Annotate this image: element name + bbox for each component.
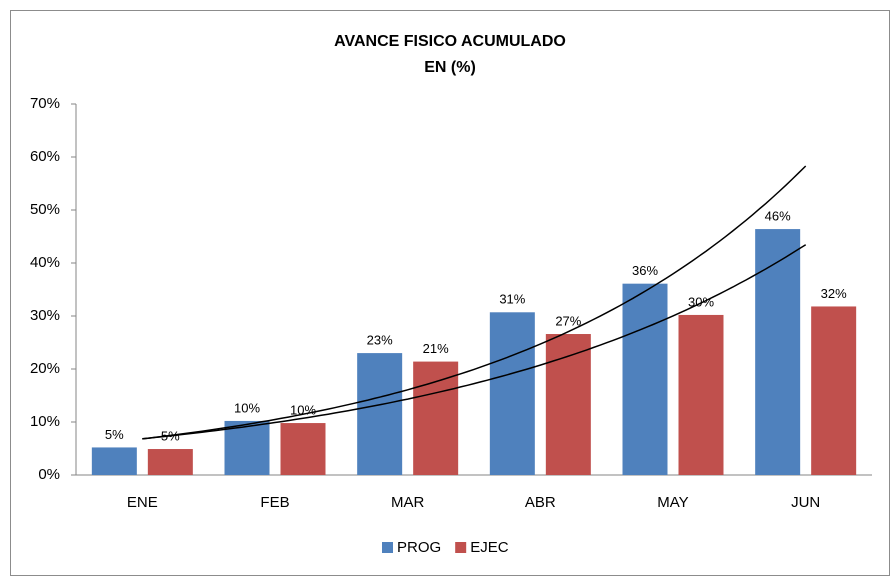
x-tick-label: FEB xyxy=(260,494,289,511)
bar xyxy=(489,312,535,475)
y-tick-label: 0% xyxy=(38,466,60,483)
y-tick-label: 70% xyxy=(30,95,60,112)
data-label: 31% xyxy=(499,292,525,307)
data-label: 27% xyxy=(555,313,581,328)
y-tick-label: 30% xyxy=(30,307,60,324)
bar xyxy=(622,283,668,475)
bar xyxy=(811,306,857,475)
data-label: 10% xyxy=(234,400,260,415)
x-tick-label: MAY xyxy=(657,494,688,511)
bar xyxy=(357,353,403,475)
y-tick-label: 10% xyxy=(30,413,60,430)
data-label: 46% xyxy=(765,209,791,224)
trendline xyxy=(142,165,807,440)
bar xyxy=(91,447,137,475)
data-label: 21% xyxy=(423,341,449,356)
bar xyxy=(224,420,270,475)
bar xyxy=(545,334,591,475)
x-tick-label: ENE xyxy=(127,494,158,511)
x-tick-label: MAR xyxy=(391,494,425,511)
y-tick-label: 50% xyxy=(30,201,60,218)
legend-label: EJEC xyxy=(470,539,509,556)
data-label: 5% xyxy=(105,427,124,442)
bar xyxy=(755,229,801,475)
x-tick-label: JUN xyxy=(791,494,820,511)
chart-title: AVANCE FISICO ACUMULADO xyxy=(334,33,566,50)
legend-swatch xyxy=(382,542,393,553)
y-tick-label: 20% xyxy=(30,360,60,377)
data-label: 23% xyxy=(367,333,393,348)
bar xyxy=(147,449,193,475)
legend-label: PROG xyxy=(397,539,441,556)
bar xyxy=(280,423,326,475)
bar xyxy=(413,361,459,475)
bar xyxy=(678,314,724,475)
data-label: 36% xyxy=(632,263,658,278)
trendline xyxy=(142,244,807,440)
x-tick-label: ABR xyxy=(525,494,556,511)
data-label: 32% xyxy=(821,286,847,301)
chart-subtitle: EN (%) xyxy=(424,59,476,76)
legend-swatch xyxy=(455,542,467,553)
y-tick-label: 40% xyxy=(30,254,60,271)
data-label: 10% xyxy=(290,402,316,417)
y-tick-label: 60% xyxy=(30,148,60,165)
chart-border xyxy=(10,10,890,576)
